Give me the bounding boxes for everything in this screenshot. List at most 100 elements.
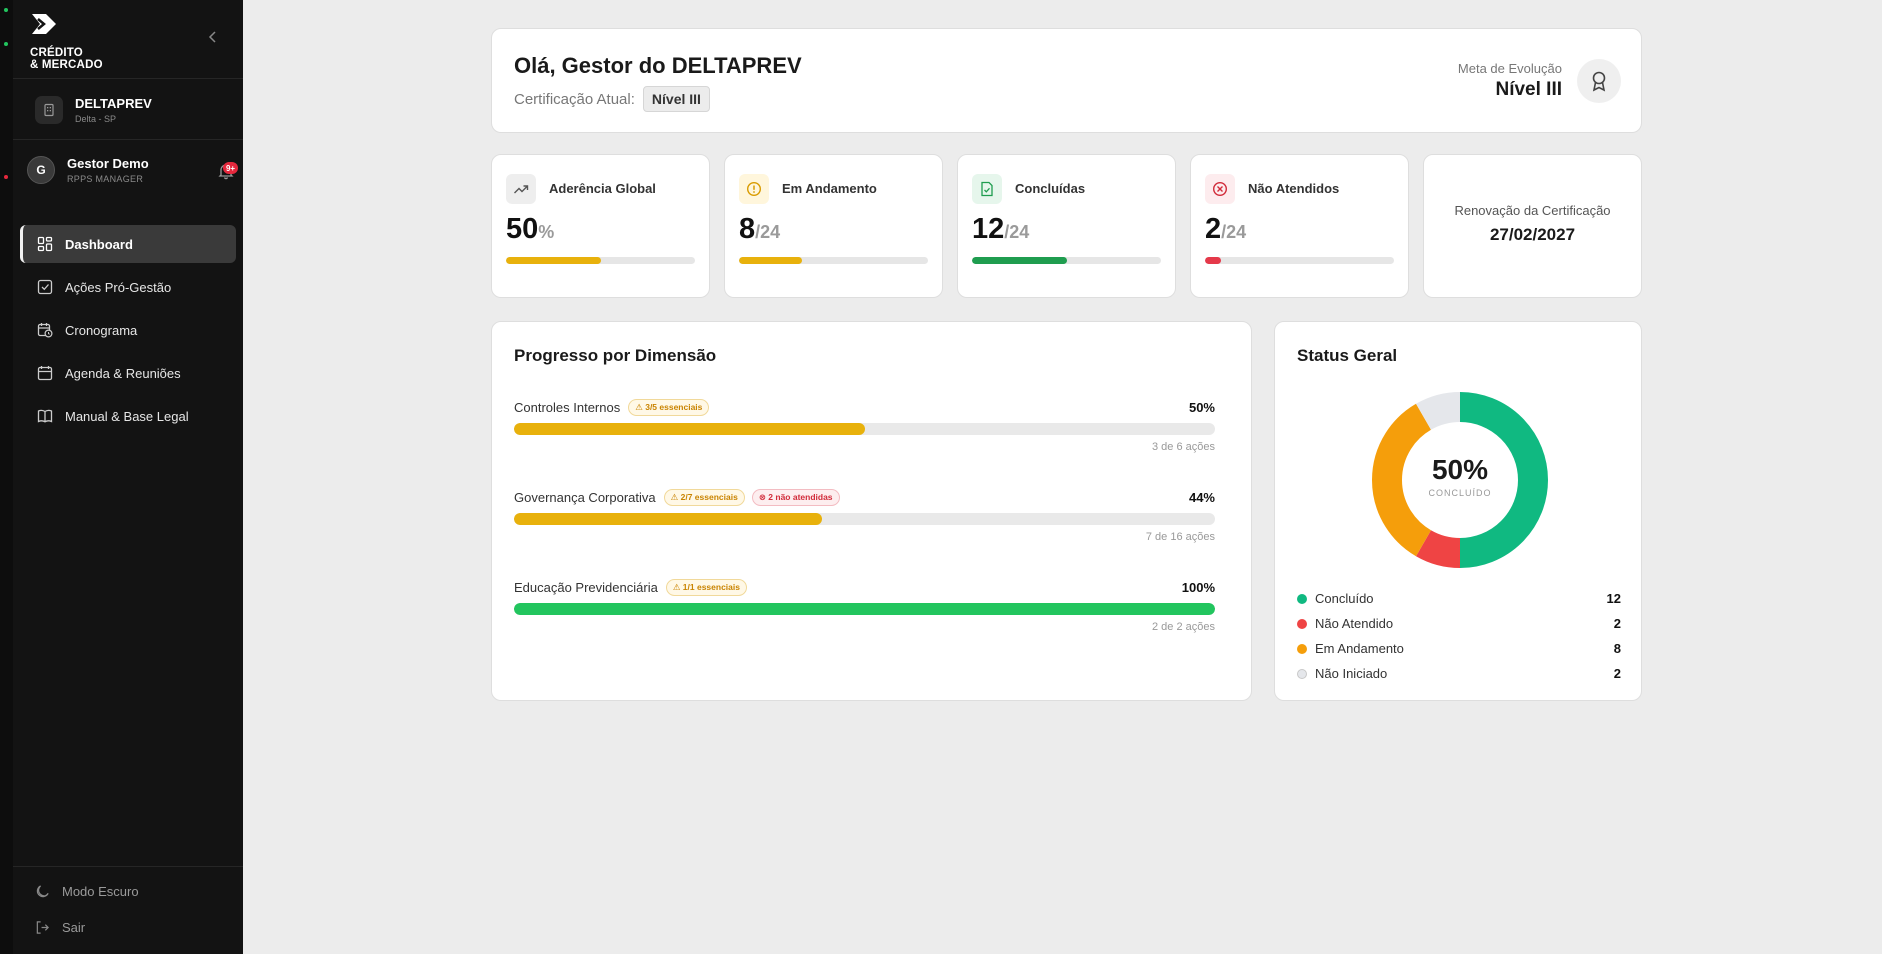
nav-label: Agenda & Reuniões: [65, 365, 181, 381]
dimension-tag: ⚠ 3/5 essenciais: [628, 398, 710, 416]
dimension-count: 3 de 6 ações: [1152, 441, 1215, 453]
stat-progress-fill: [1205, 257, 1221, 264]
dimension-progress-bar: [514, 423, 1215, 435]
dimension-name: Governança Corporativa: [514, 489, 656, 505]
legend-item: Não Iniciado 2: [1297, 661, 1621, 686]
building-icon: [35, 96, 63, 124]
legend-dot: [1297, 618, 1307, 629]
checkbox-icon: [37, 279, 53, 295]
user-profile[interactable]: G Gestor Demo RPPS MANAGER 9+: [27, 156, 239, 184]
moon-icon: [36, 884, 49, 897]
stat-progress-bar: [506, 257, 695, 264]
stat-card-em-andamento: Em Andamento 8/24: [724, 154, 943, 298]
renewal-card: Renovação da Certificação 27/02/2027: [1423, 154, 1642, 298]
avatar: G: [27, 156, 55, 184]
logout-button[interactable]: Sair: [35, 917, 139, 937]
file-check-icon: [972, 174, 1002, 204]
stat-label: Não Atendidos: [1248, 181, 1340, 196]
donut-center-caption: CONCLUÍDO: [1428, 488, 1492, 498]
nav-label: Cronograma: [65, 322, 138, 338]
nav-label: Manual & Base Legal: [65, 408, 189, 424]
goal-level: Nível III: [1495, 79, 1562, 100]
renewal-date: 27/02/2027: [1489, 225, 1576, 244]
nav-item-dashboard[interactable]: Dashboard: [20, 225, 236, 263]
renewal-label: Renovação da Certificação: [1454, 203, 1611, 218]
legend-label: Em Andamento: [1315, 641, 1404, 656]
dimension-tag: ⊗ 2 não atendidas: [751, 488, 840, 506]
legend-dot: [1297, 668, 1307, 679]
dimension-row: Governança Corporativa ⚠ 2/7 essenciais ⊗ …: [514, 488, 1215, 543]
dimension-row: Controles Internos ⚠ 3/5 essenciais 50% 3 d…: [514, 398, 1215, 453]
stat-label: Aderência Global: [549, 181, 656, 196]
donut-svg: [1372, 392, 1548, 568]
stat-progress-fill: [739, 257, 802, 264]
stat-value: 8/24: [739, 213, 781, 245]
legend-value: 2: [1613, 666, 1621, 681]
stat-value: 2/24: [1205, 213, 1247, 245]
organization[interactable]: DELTAPREV Delta - SP: [35, 96, 152, 124]
page-title: Olá, Gestor do DELTAPREV: [514, 53, 802, 78]
dimension-progress-bar: [514, 603, 1215, 615]
dark-mode-toggle[interactable]: Modo Escuro: [35, 881, 139, 901]
notification-badge: 9+: [223, 162, 238, 174]
dimension-tag: ⚠ 2/7 essenciais: [663, 488, 745, 506]
certification-level-badge: Nível III: [642, 86, 710, 112]
dimension-progress-fill: [514, 603, 1215, 615]
donut-chart: 50% CONCLUÍDO: [1370, 390, 1550, 570]
divider: [13, 78, 243, 79]
stat-label: Concluídas: [1015, 181, 1086, 196]
dimension-count: 2 de 2 ações: [1152, 621, 1215, 633]
dimension-name: Educação Previdenciária: [514, 579, 658, 595]
status-legend: Concluído 12 Não Atendido 2 Em Andamento 8 Não…: [1297, 586, 1621, 686]
dimension-progress-fill: [514, 423, 865, 435]
nav-label: Dashboard: [65, 236, 133, 252]
legend-item: Concluído 12: [1297, 586, 1621, 611]
stat-card-aderencia: Aderência Global 50%: [491, 154, 710, 298]
dashboard-icon: [37, 236, 53, 252]
donut-segment: [1459, 392, 1548, 568]
stat-progress-bar: [972, 257, 1161, 264]
donut-segment: [1416, 392, 1461, 431]
nav-item-manual[interactable]: Manual & Base Legal: [20, 397, 236, 435]
dimension-progress-fill: [514, 513, 823, 525]
stat-progress-bar: [1205, 257, 1394, 264]
stat-label: Em Andamento: [782, 181, 877, 196]
certification-label: Certificação Atual:: [514, 90, 635, 108]
stat-progress-fill: [972, 257, 1067, 264]
org-location: Delta - SP: [75, 114, 117, 124]
org-name: DELTAPREV: [75, 96, 152, 111]
legend-value: 2: [1613, 616, 1621, 631]
dimension-count: 7 de 16 ações: [1145, 531, 1215, 543]
logout-icon: [36, 920, 49, 934]
legend-dot: [1297, 593, 1307, 604]
dimension-percent: 50%: [1188, 399, 1215, 415]
nav-item-cronograma[interactable]: Cronograma: [20, 311, 236, 349]
trending-up-icon: [506, 174, 536, 204]
donut-segment: [1372, 403, 1432, 557]
status-card: Status Geral 50% CONCLUÍDO Concluído 12 Nã…: [1274, 321, 1642, 701]
stat-value: 12/24: [972, 213, 1030, 245]
legend-item: Não Atendido 2: [1297, 611, 1621, 636]
user-role: RPPS MANAGER: [67, 174, 144, 184]
stat-value: 50%: [506, 213, 555, 245]
x-circle-icon: [1205, 174, 1235, 204]
legend-label: Concluído: [1315, 591, 1374, 606]
award-icon: [1577, 59, 1621, 103]
dimension-progress-bar: [514, 513, 1215, 525]
notifications-button[interactable]: 9+: [217, 162, 238, 180]
nav-item-agenda[interactable]: Agenda & Reuniões: [20, 354, 236, 392]
nav-item-acoes[interactable]: Ações Pró-Gestão: [20, 268, 236, 306]
legend-item: Em Andamento 8: [1297, 636, 1621, 661]
stat-progress-fill: [506, 257, 601, 264]
stat-progress-bar: [739, 257, 928, 264]
logout-label: Sair: [62, 919, 86, 935]
brand[interactable]: CRÉDITO & MERCADO: [30, 12, 103, 71]
dark-mode-label: Modo Escuro: [62, 883, 139, 899]
dimension-row: Educação Previdenciária ⚠ 1/1 essenciais 1…: [514, 578, 1215, 633]
current-certification: Certificação Atual: Nível III: [514, 86, 710, 112]
chevron-left-icon[interactable]: [205, 29, 221, 45]
calendar-icon: [37, 366, 53, 381]
greeting-card: Olá, Gestor do DELTAPREV Certificação At…: [491, 28, 1642, 133]
calendar-clock-icon: [37, 323, 53, 338]
left-strip: [0, 0, 13, 954]
